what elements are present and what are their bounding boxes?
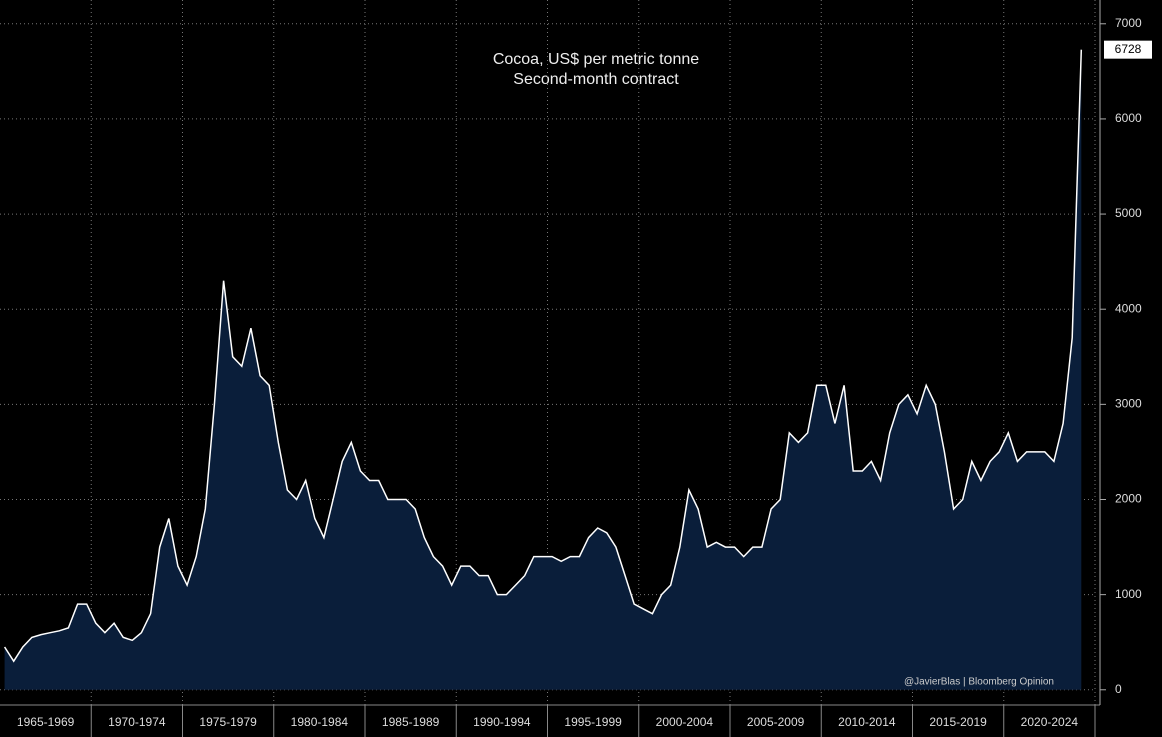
x-tick-label: 1970-1974 (108, 715, 166, 729)
last-value-box (1104, 40, 1152, 59)
chart-subtitle: Second-month contract (513, 71, 679, 88)
x-tick-label: 1995-1999 (564, 715, 622, 729)
y-tick-label: 4000 (1115, 301, 1142, 315)
x-tick-label: 2010-2014 (838, 715, 896, 729)
x-tick-label: 1975-1979 (199, 715, 257, 729)
y-tick-label: 2000 (1115, 492, 1142, 506)
y-tick-label: 7000 (1115, 16, 1142, 30)
x-tick-label: 1965-1969 (17, 715, 75, 729)
y-tick-label: 3000 (1115, 397, 1142, 411)
x-tick-label: 2005-2009 (747, 715, 805, 729)
last-value-label: 6728 (1115, 42, 1142, 56)
x-tick-label: 2020-2024 (1021, 715, 1079, 729)
y-tick-label: 1000 (1115, 587, 1142, 601)
chart-title: Cocoa, US$ per metric tonne (493, 51, 699, 68)
x-tick-label: 2000-2004 (656, 715, 714, 729)
x-tick-label: 1985-1989 (382, 715, 440, 729)
x-tick-label: 2015-2019 (929, 715, 987, 729)
y-tick-label: 0 (1115, 682, 1122, 696)
y-tick-label: 6000 (1115, 111, 1142, 125)
x-tick-label: 1990-1994 (473, 715, 531, 729)
area (4, 49, 1082, 690)
x-tick-label: 1980-1984 (291, 715, 349, 729)
y-tick-label: 5000 (1115, 206, 1142, 220)
annotation: @JavierBlas | Bloomberg Opinion (904, 677, 1054, 688)
line (3, 49, 1083, 663)
